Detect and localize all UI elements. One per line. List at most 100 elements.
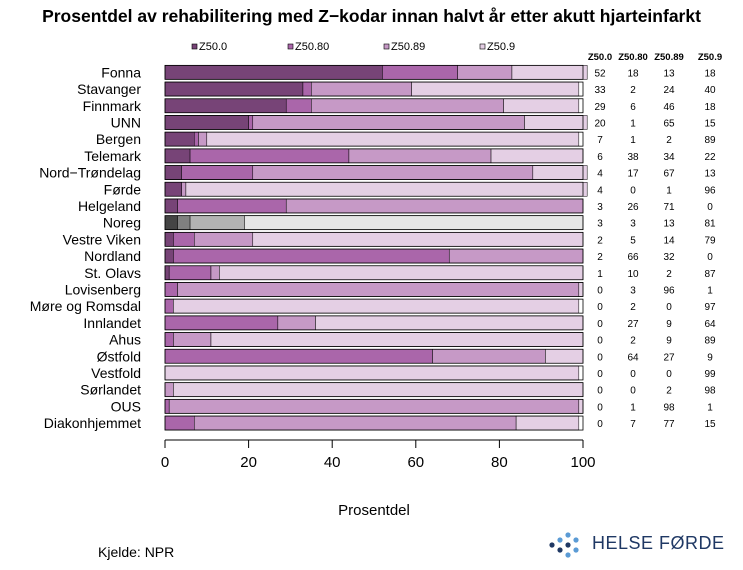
helse-forde-logo bbox=[549, 532, 579, 558]
table-value: 0 bbox=[597, 285, 603, 296]
category-label: Østfold bbox=[97, 348, 141, 364]
bar-outline bbox=[164, 115, 584, 130]
bar-segment-2 bbox=[194, 232, 254, 247]
table-value: 89 bbox=[704, 336, 716, 347]
category-label: Lovisenberg bbox=[65, 281, 141, 297]
table-value: 2 bbox=[597, 252, 603, 263]
bar-segment-3 bbox=[164, 365, 580, 381]
bar-segment-3 bbox=[219, 265, 584, 280]
bar-segment-2 bbox=[173, 332, 212, 347]
bar-segment-2 bbox=[210, 265, 220, 280]
table-value: 27 bbox=[663, 352, 675, 363]
category-label: Finnmark bbox=[83, 98, 142, 114]
table-value: 99 bbox=[704, 369, 716, 380]
legend-label-0: Z50.0 bbox=[199, 41, 227, 53]
category-label: Fonna bbox=[101, 64, 141, 80]
table-value: 13 bbox=[704, 169, 716, 180]
bar-outline bbox=[164, 398, 584, 414]
category-label: Diakonhjemmet bbox=[44, 415, 141, 431]
table-value: 9 bbox=[666, 319, 672, 330]
table-value: 17 bbox=[627, 169, 639, 180]
bar-outline bbox=[164, 415, 584, 431]
bar-segment-3 bbox=[173, 382, 584, 397]
table-value: 20 bbox=[594, 118, 606, 129]
x-tick-label: 0 bbox=[161, 454, 169, 471]
table-value: 40 bbox=[704, 85, 716, 96]
table-value: 6 bbox=[597, 152, 603, 163]
table-value: 2 bbox=[597, 235, 603, 246]
bar-segment-1 bbox=[164, 349, 433, 364]
bar-outline bbox=[164, 148, 584, 164]
table-value: 0 bbox=[666, 302, 672, 313]
category-label: Nord−Trøndelag bbox=[39, 165, 141, 181]
table-value: 66 bbox=[627, 252, 639, 263]
table-value: 2 bbox=[630, 85, 636, 96]
bar-segment-1 bbox=[164, 282, 178, 297]
table-value: 2 bbox=[666, 386, 672, 397]
legend-label-2: Z50.89 bbox=[391, 41, 425, 53]
bar-segment-1 bbox=[164, 332, 174, 347]
x-tick-label: 20 bbox=[240, 454, 257, 471]
bar-segment-1 bbox=[189, 148, 350, 164]
table-value: 2 bbox=[666, 269, 672, 280]
bar-segment-1 bbox=[181, 165, 254, 180]
bar-segment-1 bbox=[177, 215, 191, 230]
bar-outline bbox=[164, 198, 584, 214]
legend-swatch-2 bbox=[383, 43, 390, 50]
table-value: 64 bbox=[704, 319, 716, 330]
source-note: Kjelde: NPR bbox=[98, 544, 175, 560]
table-value: 0 bbox=[597, 402, 603, 413]
table-value: 3 bbox=[630, 219, 636, 230]
table-value: 0 bbox=[666, 369, 672, 380]
logo-text: HELSE FØRDE bbox=[592, 533, 725, 553]
category-label: Sørlandet bbox=[80, 382, 141, 398]
bar-outline bbox=[164, 131, 584, 147]
category-label: Noreg bbox=[103, 215, 141, 231]
bar-segment-2 bbox=[277, 315, 316, 331]
bar-segment-3 bbox=[578, 282, 584, 297]
table-value: 9 bbox=[707, 352, 713, 363]
bar-segment-2 bbox=[432, 349, 546, 364]
bar-segment-2 bbox=[168, 399, 580, 414]
table-value: 38 bbox=[627, 152, 639, 163]
bar-segment-3 bbox=[185, 182, 588, 197]
category-label: Førde bbox=[104, 181, 142, 197]
bar-outline bbox=[164, 265, 584, 281]
legend-swatch-1 bbox=[287, 43, 294, 50]
table-value: 15 bbox=[704, 118, 716, 129]
bar-segment-2 bbox=[252, 115, 525, 130]
table-value: 6 bbox=[630, 102, 636, 113]
bar-segment-0 bbox=[164, 165, 182, 180]
table-value: 3 bbox=[597, 219, 603, 230]
bar-segment-0 bbox=[164, 131, 195, 147]
table-value: 97 bbox=[704, 302, 716, 313]
table-value: 10 bbox=[627, 269, 639, 280]
table-value: 14 bbox=[663, 235, 675, 246]
table-value: 26 bbox=[627, 202, 639, 213]
bar-segment-3 bbox=[545, 349, 584, 364]
category-label: Vestfold bbox=[91, 365, 141, 381]
bar-segment-2 bbox=[194, 415, 517, 431]
table-value: 5 bbox=[630, 235, 636, 246]
table-value: 0 bbox=[597, 419, 603, 430]
table-value: 1 bbox=[597, 269, 603, 280]
bar-outline bbox=[164, 215, 584, 231]
category-label: Ahus bbox=[109, 332, 141, 348]
table-value: 1 bbox=[630, 135, 636, 146]
bar-outline bbox=[164, 248, 584, 264]
bar-outline bbox=[164, 382, 584, 398]
category-label: Innlandet bbox=[83, 315, 141, 331]
category-label: Nordland bbox=[84, 248, 141, 264]
bar-outline bbox=[164, 81, 584, 97]
table-value: 22 bbox=[704, 152, 716, 163]
bar-segment-3 bbox=[490, 148, 584, 164]
bar-segment-1 bbox=[173, 232, 195, 247]
table-value: 96 bbox=[704, 185, 716, 196]
table-value: 0 bbox=[707, 252, 713, 263]
bar-segment-3 bbox=[511, 65, 588, 80]
bar-segment-2 bbox=[285, 198, 584, 214]
table-value: 0 bbox=[597, 352, 603, 363]
bar-segment-2 bbox=[348, 148, 492, 164]
table-value: 1 bbox=[707, 285, 713, 296]
table-value: 3 bbox=[597, 202, 603, 213]
